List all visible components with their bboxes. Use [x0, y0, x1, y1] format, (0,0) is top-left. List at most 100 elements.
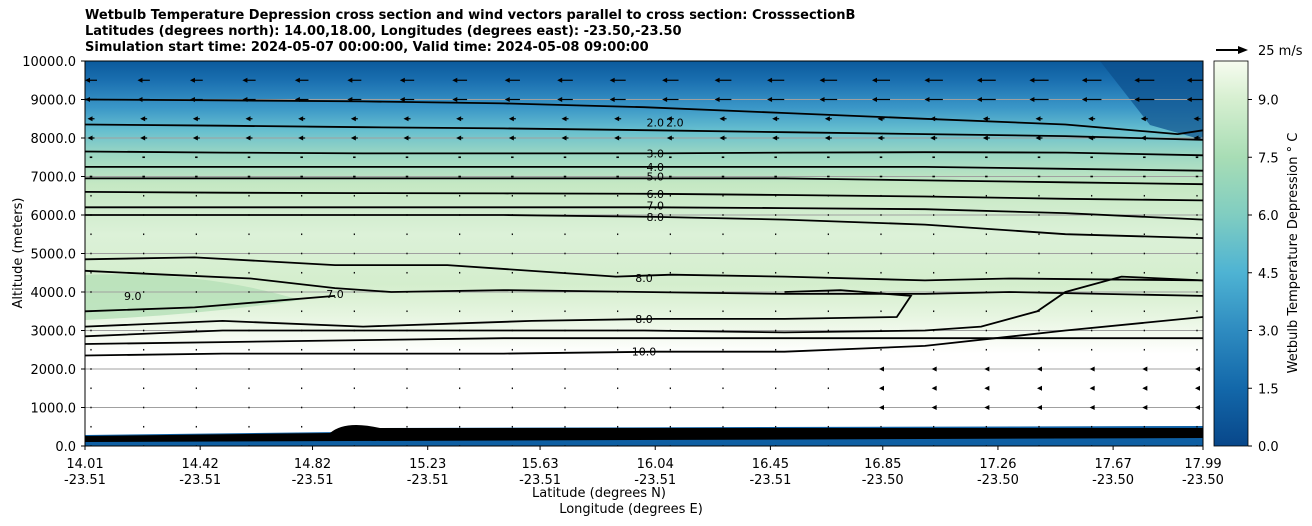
- wind-vector: [511, 271, 513, 274]
- wind-vector: [564, 329, 566, 332]
- wind-vector: [353, 291, 355, 293]
- wind-vector: [406, 271, 408, 274]
- wind-vector: [931, 366, 937, 372]
- contour-line-5: [85, 191, 1203, 202]
- wind-vector: [301, 233, 303, 236]
- wind-vector: [1038, 271, 1040, 274]
- wind-vector: [617, 214, 619, 216]
- contour-line-3: [85, 166, 1203, 172]
- wind-vector: [775, 348, 777, 351]
- wind-vector: [1088, 116, 1096, 122]
- wind-vector: [301, 252, 303, 255]
- wind-vector: [772, 135, 780, 141]
- wind-vector: [511, 156, 514, 159]
- wind-vector: [403, 116, 411, 122]
- wind-vector: [982, 116, 990, 122]
- wind-vector: [827, 348, 829, 351]
- wind-vector: [1196, 252, 1198, 255]
- contour-label-5: 6.0: [646, 188, 664, 201]
- wind-vector: [772, 116, 780, 122]
- wind-vector: [350, 135, 358, 141]
- wind-vector: [90, 348, 92, 351]
- wind-vector: [1038, 348, 1040, 351]
- wind-vector: [722, 310, 724, 313]
- wind-vector: [1038, 194, 1040, 197]
- wind-vector: [508, 135, 516, 141]
- x-tick-label-lat-0: 14.01: [66, 457, 103, 472]
- wind-vector: [142, 175, 145, 178]
- y-tick-label-9: 9000.0: [31, 94, 77, 109]
- wind-vector: [669, 194, 671, 197]
- wind-vector: [722, 387, 724, 390]
- wind-vector: [877, 135, 885, 141]
- wind-vector: [406, 252, 408, 255]
- wind-vector: [1038, 233, 1040, 236]
- wind-key: 25 m/s: [1216, 44, 1303, 59]
- wind-vector: [827, 329, 829, 332]
- wind-vector: [405, 175, 409, 178]
- contour-label-2: 3.0: [646, 147, 664, 160]
- wind-vector: [669, 271, 671, 274]
- wind-vector: [143, 214, 145, 216]
- wind-vector: [722, 214, 724, 216]
- wind-vector: [405, 156, 409, 159]
- wind-vector: [617, 387, 619, 390]
- wind-vector: [1091, 291, 1093, 293]
- wind-vector: [930, 135, 938, 141]
- wind-vector: [1088, 135, 1096, 141]
- wind-vector: [353, 233, 355, 236]
- contour-line-6: [85, 206, 1203, 221]
- chart-title-block: Wetbulb Temperature Depression cross sec…: [85, 8, 855, 56]
- wind-vector: [90, 406, 92, 409]
- wind-vector: [1143, 252, 1145, 255]
- contour-label-1: 2.0: [666, 117, 684, 130]
- wind-vector: [242, 77, 256, 83]
- wind-vector: [248, 214, 250, 216]
- wind-vector: [248, 406, 250, 409]
- wind-vector: [142, 156, 145, 159]
- wind-vector: [301, 329, 303, 332]
- wind-vector: [564, 387, 566, 390]
- wind-vector: [1143, 329, 1145, 332]
- wind-vector: [452, 77, 468, 83]
- wind-vector: [1081, 77, 1102, 83]
- wind-vector: [617, 291, 619, 293]
- wind-vector: [721, 156, 725, 159]
- wind-vector: [617, 271, 619, 274]
- wind-vector: [1140, 135, 1148, 141]
- wind-vector: [617, 310, 619, 313]
- wind-vector: [143, 252, 145, 255]
- wind-vector: [245, 135, 253, 141]
- wind-vector: [669, 310, 671, 313]
- wind-vector: [350, 116, 358, 122]
- contour-line-12: [85, 275, 1203, 338]
- wind-vector: [722, 406, 724, 409]
- wind-vector: [406, 348, 408, 351]
- wind-vector: [1196, 329, 1198, 332]
- wind-vector: [880, 194, 882, 197]
- wind-vector: [459, 329, 461, 332]
- wind-vector: [1091, 271, 1093, 274]
- wind-vector: [933, 329, 935, 332]
- wind-vector: [353, 156, 356, 159]
- wind-vector: [872, 97, 890, 102]
- wind-vector: [459, 233, 461, 236]
- wind-vector: [90, 194, 92, 197]
- wind-vector: [564, 368, 566, 370]
- colorbar-tick-label-2: 3.0: [1258, 325, 1279, 340]
- wind-vector: [879, 156, 883, 159]
- wind-vector: [192, 116, 200, 122]
- wind-vector: [1037, 405, 1042, 410]
- wind-vector: [458, 175, 461, 178]
- wind-vector: [1091, 329, 1093, 332]
- wind-vector: [195, 348, 197, 351]
- wind-vector: [511, 329, 513, 332]
- wind-vector: [459, 425, 461, 428]
- x-tick-label-lon-2: -23.51: [292, 473, 334, 488]
- wind-vector: [564, 194, 566, 197]
- wind-vector: [511, 387, 513, 390]
- wind-vector: [459, 252, 461, 255]
- wind-vector: [90, 387, 92, 390]
- wind-vector: [248, 387, 250, 390]
- wind-vector: [775, 233, 777, 236]
